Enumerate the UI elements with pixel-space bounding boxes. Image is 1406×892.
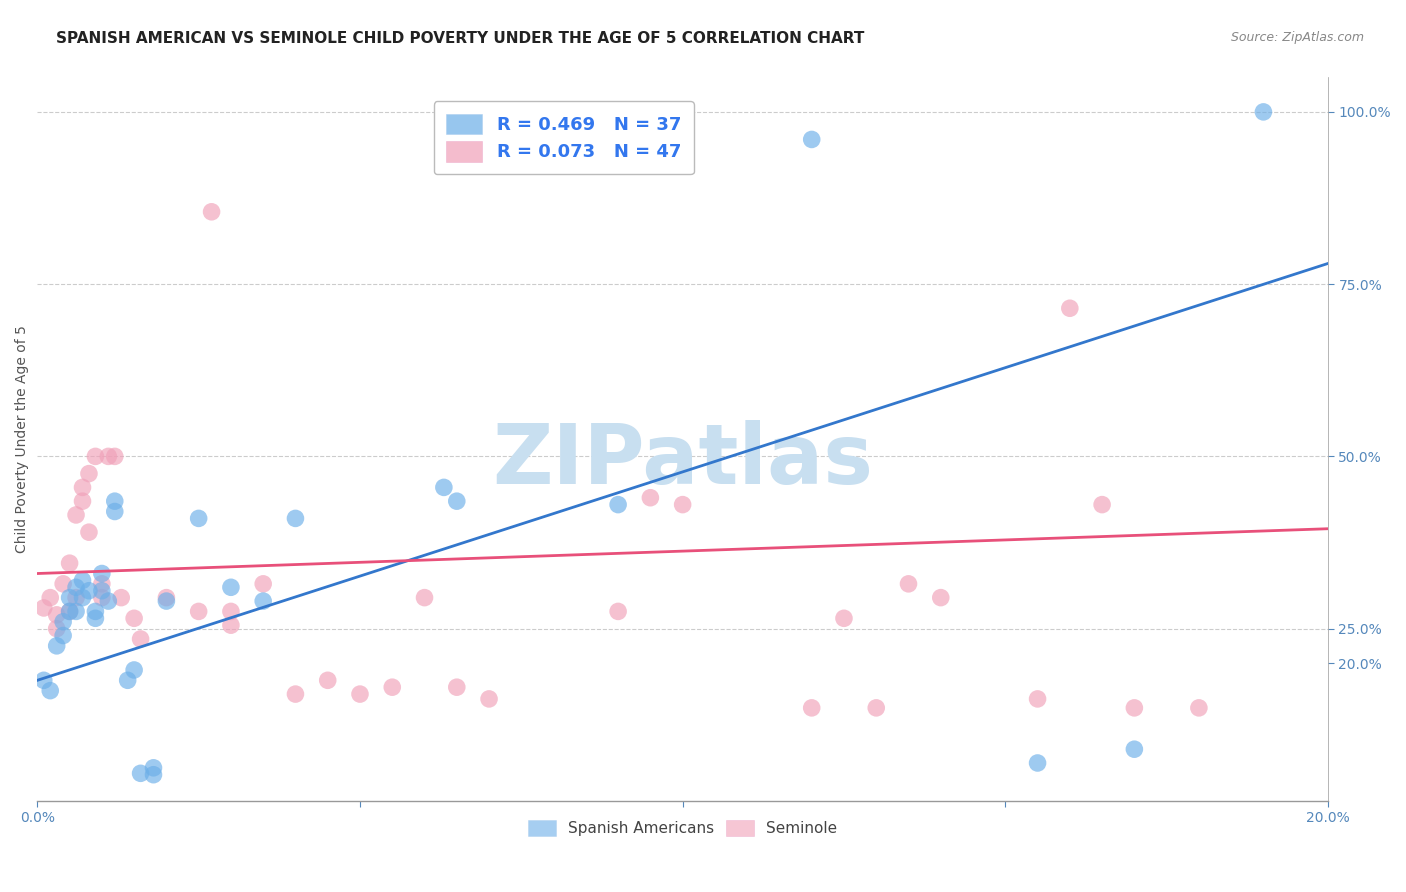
Point (97, 594, 120, 608)
Point (72, 494, 94, 508)
Point (155, 591, 177, 605)
Point (1059, 301, 1081, 316)
Point (478, 692, 501, 706)
Point (1123, 742, 1146, 756)
Point (219, 580, 242, 594)
Point (219, 604, 242, 618)
Point (142, 767, 165, 781)
Point (284, 511, 307, 525)
Point (32, 601, 55, 615)
Point (52, 628, 75, 642)
Point (446, 680, 468, 694)
Point (84, 450, 107, 464)
Point (52, 577, 75, 591)
Point (122, 663, 145, 677)
Point (77, 583, 100, 598)
Point (446, 494, 468, 508)
Point (413, 591, 436, 605)
Point (672, 498, 695, 512)
Point (84, 604, 107, 618)
Point (90, 591, 112, 605)
Point (187, 604, 209, 618)
Point (104, 494, 127, 508)
Point (104, 450, 127, 464)
Point (65, 508, 87, 522)
Point (129, 632, 152, 646)
Point (800, 701, 823, 715)
Point (381, 680, 404, 694)
Point (77, 467, 100, 481)
Point (1123, 701, 1146, 715)
Point (117, 673, 139, 688)
Point (52, 615, 75, 629)
Y-axis label: Child Poverty Under the Age of 5: Child Poverty Under the Age of 5 (15, 326, 30, 553)
Legend: Spanish Americans, Seminole: Spanish Americans, Seminole (520, 813, 845, 844)
Point (97, 450, 120, 464)
Text: Source: ZipAtlas.com: Source: ZipAtlas.com (1230, 31, 1364, 45)
Point (200, 204, 222, 219)
Point (84, 611, 107, 625)
Point (90, 566, 112, 581)
Point (32, 673, 55, 688)
Point (1026, 692, 1049, 706)
Point (897, 577, 920, 591)
Point (800, 132, 823, 146)
Point (155, 594, 177, 608)
Text: SPANISH AMERICAN VS SEMINOLE CHILD POVERTY UNDER THE AGE OF 5 CORRELATION CHART: SPANISH AMERICAN VS SEMINOLE CHILD POVER… (56, 31, 865, 46)
Point (90, 577, 112, 591)
Point (72, 591, 94, 605)
Point (1091, 498, 1114, 512)
Point (45, 639, 67, 653)
Point (45, 607, 67, 622)
Point (59, 591, 82, 605)
Point (110, 591, 132, 605)
Point (252, 594, 274, 608)
Point (219, 618, 242, 632)
Text: ZIPatlas: ZIPatlas (492, 420, 873, 501)
Point (72, 480, 94, 494)
Point (59, 604, 82, 618)
Point (129, 766, 152, 780)
Point (865, 701, 887, 715)
Point (65, 591, 87, 605)
Point (640, 132, 662, 146)
Point (832, 611, 855, 625)
Point (252, 577, 274, 591)
Point (1253, 104, 1275, 119)
Point (142, 761, 165, 775)
Point (607, 604, 630, 618)
Point (65, 604, 87, 618)
Point (77, 525, 100, 540)
Point (72, 574, 94, 588)
Point (433, 480, 456, 494)
Point (187, 511, 209, 525)
Point (349, 687, 371, 701)
Point (122, 611, 145, 625)
Point (45, 622, 67, 636)
Point (640, 491, 662, 505)
Point (90, 583, 112, 598)
Point (284, 687, 307, 701)
Point (59, 604, 82, 618)
Point (607, 498, 630, 512)
Point (316, 673, 339, 688)
Point (39, 683, 62, 698)
Point (65, 580, 87, 594)
Point (104, 504, 127, 518)
Point (1188, 701, 1211, 715)
Point (59, 556, 82, 570)
Point (39, 591, 62, 605)
Point (929, 591, 952, 605)
Point (1026, 756, 1049, 770)
